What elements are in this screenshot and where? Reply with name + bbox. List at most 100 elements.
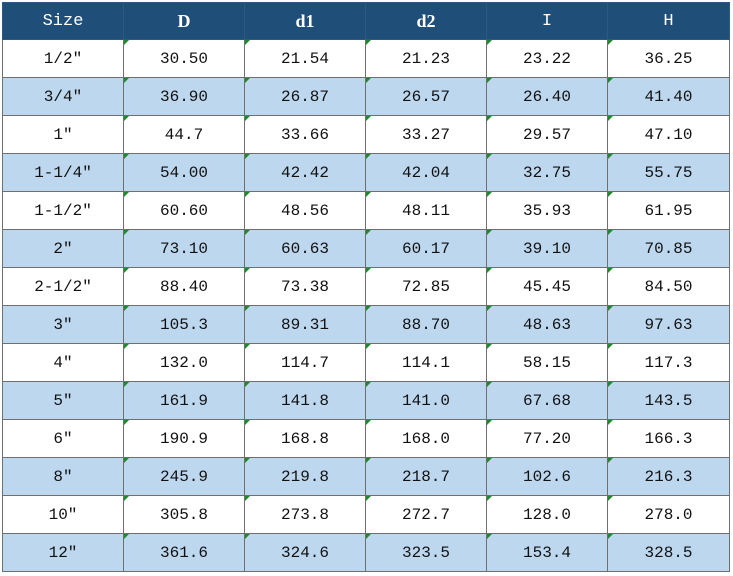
cell-h: 36.25 [607, 39, 730, 78]
cell-size: 1/2" [2, 39, 124, 78]
cell-h: 278.0 [607, 495, 730, 534]
cell-size: 2" [2, 229, 124, 268]
cell-d1: 89.31 [244, 305, 366, 344]
table-row: 12" 361.6 324.6 323.5 153.4 328.5 [2, 533, 730, 572]
cell-i: 67.68 [486, 381, 608, 420]
cell-d: 132.0 [123, 343, 245, 382]
cell-d2: 272.7 [365, 495, 487, 534]
cell-d1: 21.54 [244, 39, 366, 78]
cell-i: 77.20 [486, 419, 608, 458]
header-size: Size [2, 2, 124, 40]
table-row: 1" 44.7 33.66 33.27 29.57 47.10 [2, 115, 730, 154]
table-row: 5" 161.9 141.8 141.0 67.68 143.5 [2, 381, 730, 420]
cell-i: 39.10 [486, 229, 608, 268]
table-row: 3/4" 36.90 26.87 26.57 26.40 41.40 [2, 77, 730, 116]
cell-d: 361.6 [123, 533, 245, 572]
cell-h: 84.50 [607, 267, 730, 306]
cell-d2: 48.11 [365, 191, 487, 230]
cell-h: 143.5 [607, 381, 730, 420]
cell-size: 8" [2, 457, 124, 496]
cell-d: 54.00 [123, 153, 245, 192]
table-row: 1/2" 30.50 21.54 21.23 23.22 36.25 [2, 39, 730, 78]
cell-d: 73.10 [123, 229, 245, 268]
cell-h: 70.85 [607, 229, 730, 268]
cell-size: 1-1/4" [2, 153, 124, 192]
table-row: 1-1/4" 54.00 42.42 42.04 32.75 55.75 [2, 153, 730, 192]
cell-size: 12" [2, 533, 124, 572]
cell-d2: 323.5 [365, 533, 487, 572]
cell-h: 61.95 [607, 191, 730, 230]
cell-i: 23.22 [486, 39, 608, 78]
header-d: D [123, 2, 245, 40]
cell-size: 10" [2, 495, 124, 534]
cell-h: 41.40 [607, 77, 730, 116]
header-d2: d2 [365, 2, 487, 40]
cell-h: 55.75 [607, 153, 730, 192]
cell-h: 47.10 [607, 115, 730, 154]
cell-i: 48.63 [486, 305, 608, 344]
cell-i: 45.45 [486, 267, 608, 306]
cell-h: 97.63 [607, 305, 730, 344]
cell-d: 245.9 [123, 457, 245, 496]
table-row: 4" 132.0 114.7 114.1 58.15 117.3 [2, 343, 730, 382]
cell-i: 128.0 [486, 495, 608, 534]
cell-d2: 26.57 [365, 77, 487, 116]
cell-d1: 60.63 [244, 229, 366, 268]
table-row: 1-1/2" 60.60 48.56 48.11 35.93 61.95 [2, 191, 730, 230]
cell-d: 161.9 [123, 381, 245, 420]
cell-d: 88.40 [123, 267, 245, 306]
header-h: H [607, 2, 730, 40]
table-row: 6" 190.9 168.8 168.0 77.20 166.3 [2, 419, 730, 458]
cell-d1: 48.56 [244, 191, 366, 230]
cell-d: 60.60 [123, 191, 245, 230]
cell-d2: 21.23 [365, 39, 487, 78]
cell-h: 328.5 [607, 533, 730, 572]
cell-d2: 168.0 [365, 419, 487, 458]
cell-size: 3" [2, 305, 124, 344]
cell-d: 30.50 [123, 39, 245, 78]
cell-d2: 72.85 [365, 267, 487, 306]
cell-size: 2-1/2" [2, 267, 124, 306]
cell-size: 6" [2, 419, 124, 458]
cell-i: 58.15 [486, 343, 608, 382]
cell-d2: 218.7 [365, 457, 487, 496]
cell-d1: 324.6 [244, 533, 366, 572]
table-row: 3" 105.3 89.31 88.70 48.63 97.63 [2, 305, 730, 344]
cell-size: 3/4" [2, 77, 124, 116]
cell-i: 26.40 [486, 77, 608, 116]
cell-d2: 42.04 [365, 153, 487, 192]
cell-d1: 273.8 [244, 495, 366, 534]
cell-d1: 219.8 [244, 457, 366, 496]
cell-d1: 73.38 [244, 267, 366, 306]
header-d1: d1 [244, 2, 366, 40]
cell-d1: 168.8 [244, 419, 366, 458]
cell-d: 190.9 [123, 419, 245, 458]
header-i: I [486, 2, 608, 40]
cell-d2: 88.70 [365, 305, 487, 344]
cell-h: 216.3 [607, 457, 730, 496]
cell-d: 105.3 [123, 305, 245, 344]
cell-d2: 60.17 [365, 229, 487, 268]
cell-i: 35.93 [486, 191, 608, 230]
cell-d1: 42.42 [244, 153, 366, 192]
cell-d2: 33.27 [365, 115, 487, 154]
cell-d1: 33.66 [244, 115, 366, 154]
cell-i: 32.75 [486, 153, 608, 192]
table-row: 2" 73.10 60.63 60.17 39.10 70.85 [2, 229, 730, 268]
table-row: 8" 245.9 219.8 218.7 102.6 216.3 [2, 457, 730, 496]
cell-d: 36.90 [123, 77, 245, 116]
cell-size: 4" [2, 343, 124, 382]
cell-i: 153.4 [486, 533, 608, 572]
table-row: 2-1/2" 88.40 73.38 72.85 45.45 84.50 [2, 267, 730, 306]
cell-h: 117.3 [607, 343, 730, 382]
cell-d: 44.7 [123, 115, 245, 154]
cell-d2: 114.1 [365, 343, 487, 382]
cell-i: 102.6 [486, 457, 608, 496]
cell-h: 166.3 [607, 419, 730, 458]
table-body: 1/2" 30.50 21.54 21.23 23.22 36.25 3/4" 36.90 26… [2, 39, 730, 572]
cell-d1: 26.87 [244, 77, 366, 116]
header-row: Size D d1 d2 I H [2, 2, 730, 40]
table-row: 10" 305.8 273.8 272.7 128.0 278.0 [2, 495, 730, 534]
cell-d1: 141.8 [244, 381, 366, 420]
